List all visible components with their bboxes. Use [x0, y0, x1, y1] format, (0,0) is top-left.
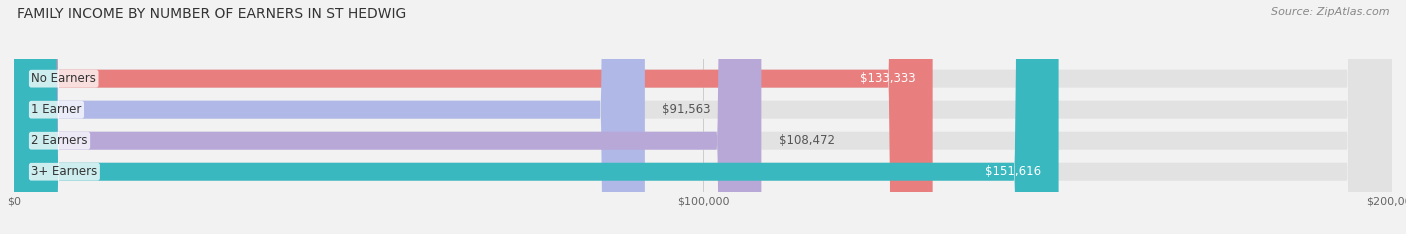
FancyBboxPatch shape [14, 0, 932, 234]
Text: $133,333: $133,333 [860, 72, 915, 85]
FancyBboxPatch shape [14, 0, 1392, 234]
FancyBboxPatch shape [14, 0, 645, 234]
Text: 2 Earners: 2 Earners [31, 134, 87, 147]
FancyBboxPatch shape [14, 0, 1059, 234]
FancyBboxPatch shape [14, 0, 1392, 234]
FancyBboxPatch shape [14, 0, 762, 234]
Text: $151,616: $151,616 [986, 165, 1042, 178]
Text: $91,563: $91,563 [662, 103, 710, 116]
FancyBboxPatch shape [14, 0, 1392, 234]
Text: No Earners: No Earners [31, 72, 96, 85]
Text: $108,472: $108,472 [779, 134, 835, 147]
FancyBboxPatch shape [14, 0, 1392, 234]
Text: FAMILY INCOME BY NUMBER OF EARNERS IN ST HEDWIG: FAMILY INCOME BY NUMBER OF EARNERS IN ST… [17, 7, 406, 21]
Text: 3+ Earners: 3+ Earners [31, 165, 97, 178]
Text: 1 Earner: 1 Earner [31, 103, 82, 116]
Text: Source: ZipAtlas.com: Source: ZipAtlas.com [1271, 7, 1389, 17]
